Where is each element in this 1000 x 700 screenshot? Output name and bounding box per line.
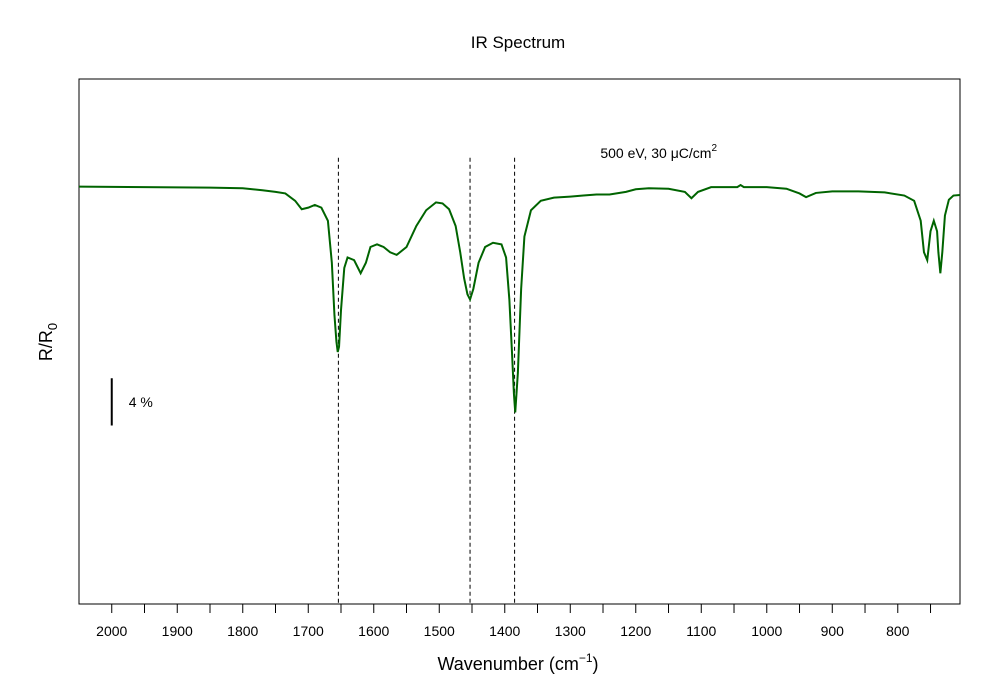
x-tick-label: 1300 (555, 623, 586, 639)
chart-title: IR Spectrum (471, 33, 565, 52)
x-tick-label: 1100 (686, 623, 716, 639)
measurement-conditions-annotation: 500 eV, 30 μC/cm2 (600, 143, 717, 161)
x-tick-label: 900 (821, 623, 845, 639)
x-tick-label: 1800 (227, 623, 258, 639)
annotation-mu: μ (671, 145, 679, 161)
y-axis-label-subscript: 0 (45, 323, 60, 330)
x-axis: 2000 1900 1800 1700 1600 1500 1400 1300 1200 1100… (96, 604, 932, 639)
x-tick-label: 1400 (489, 623, 520, 639)
y-axis-label-main: R/R (36, 330, 56, 361)
annotation-superscript: 2 (711, 143, 717, 154)
x-axis-label-close: ) (593, 654, 599, 674)
plot-frame (78, 78, 961, 605)
reference-lines (337, 157, 516, 604)
x-tick-label: 2000 (96, 623, 127, 639)
x-tick-label: 1200 (620, 623, 651, 639)
x-axis-label-superscript: −1 (579, 651, 593, 665)
x-tick-label: 1000 (751, 623, 782, 639)
x-axis-label: Wavenumber (cm−1) (437, 651, 598, 674)
x-tick-label: 1500 (424, 623, 455, 639)
spectrum-line (78, 183, 961, 413)
y-axis-label: R/R0 (36, 323, 60, 361)
x-tick-label: 1700 (293, 623, 324, 639)
x-tick-label: 1600 (358, 623, 389, 639)
x-tick-label: 1900 (162, 623, 193, 639)
annotation-main: 500 eV, 30 (600, 145, 670, 161)
x-axis-label-main: Wavenumber (cm (437, 654, 578, 674)
scale-bar-label: 4 % (129, 394, 153, 410)
annotation-unit: C/cm (679, 145, 712, 161)
x-tick-label: 800 (886, 623, 910, 639)
